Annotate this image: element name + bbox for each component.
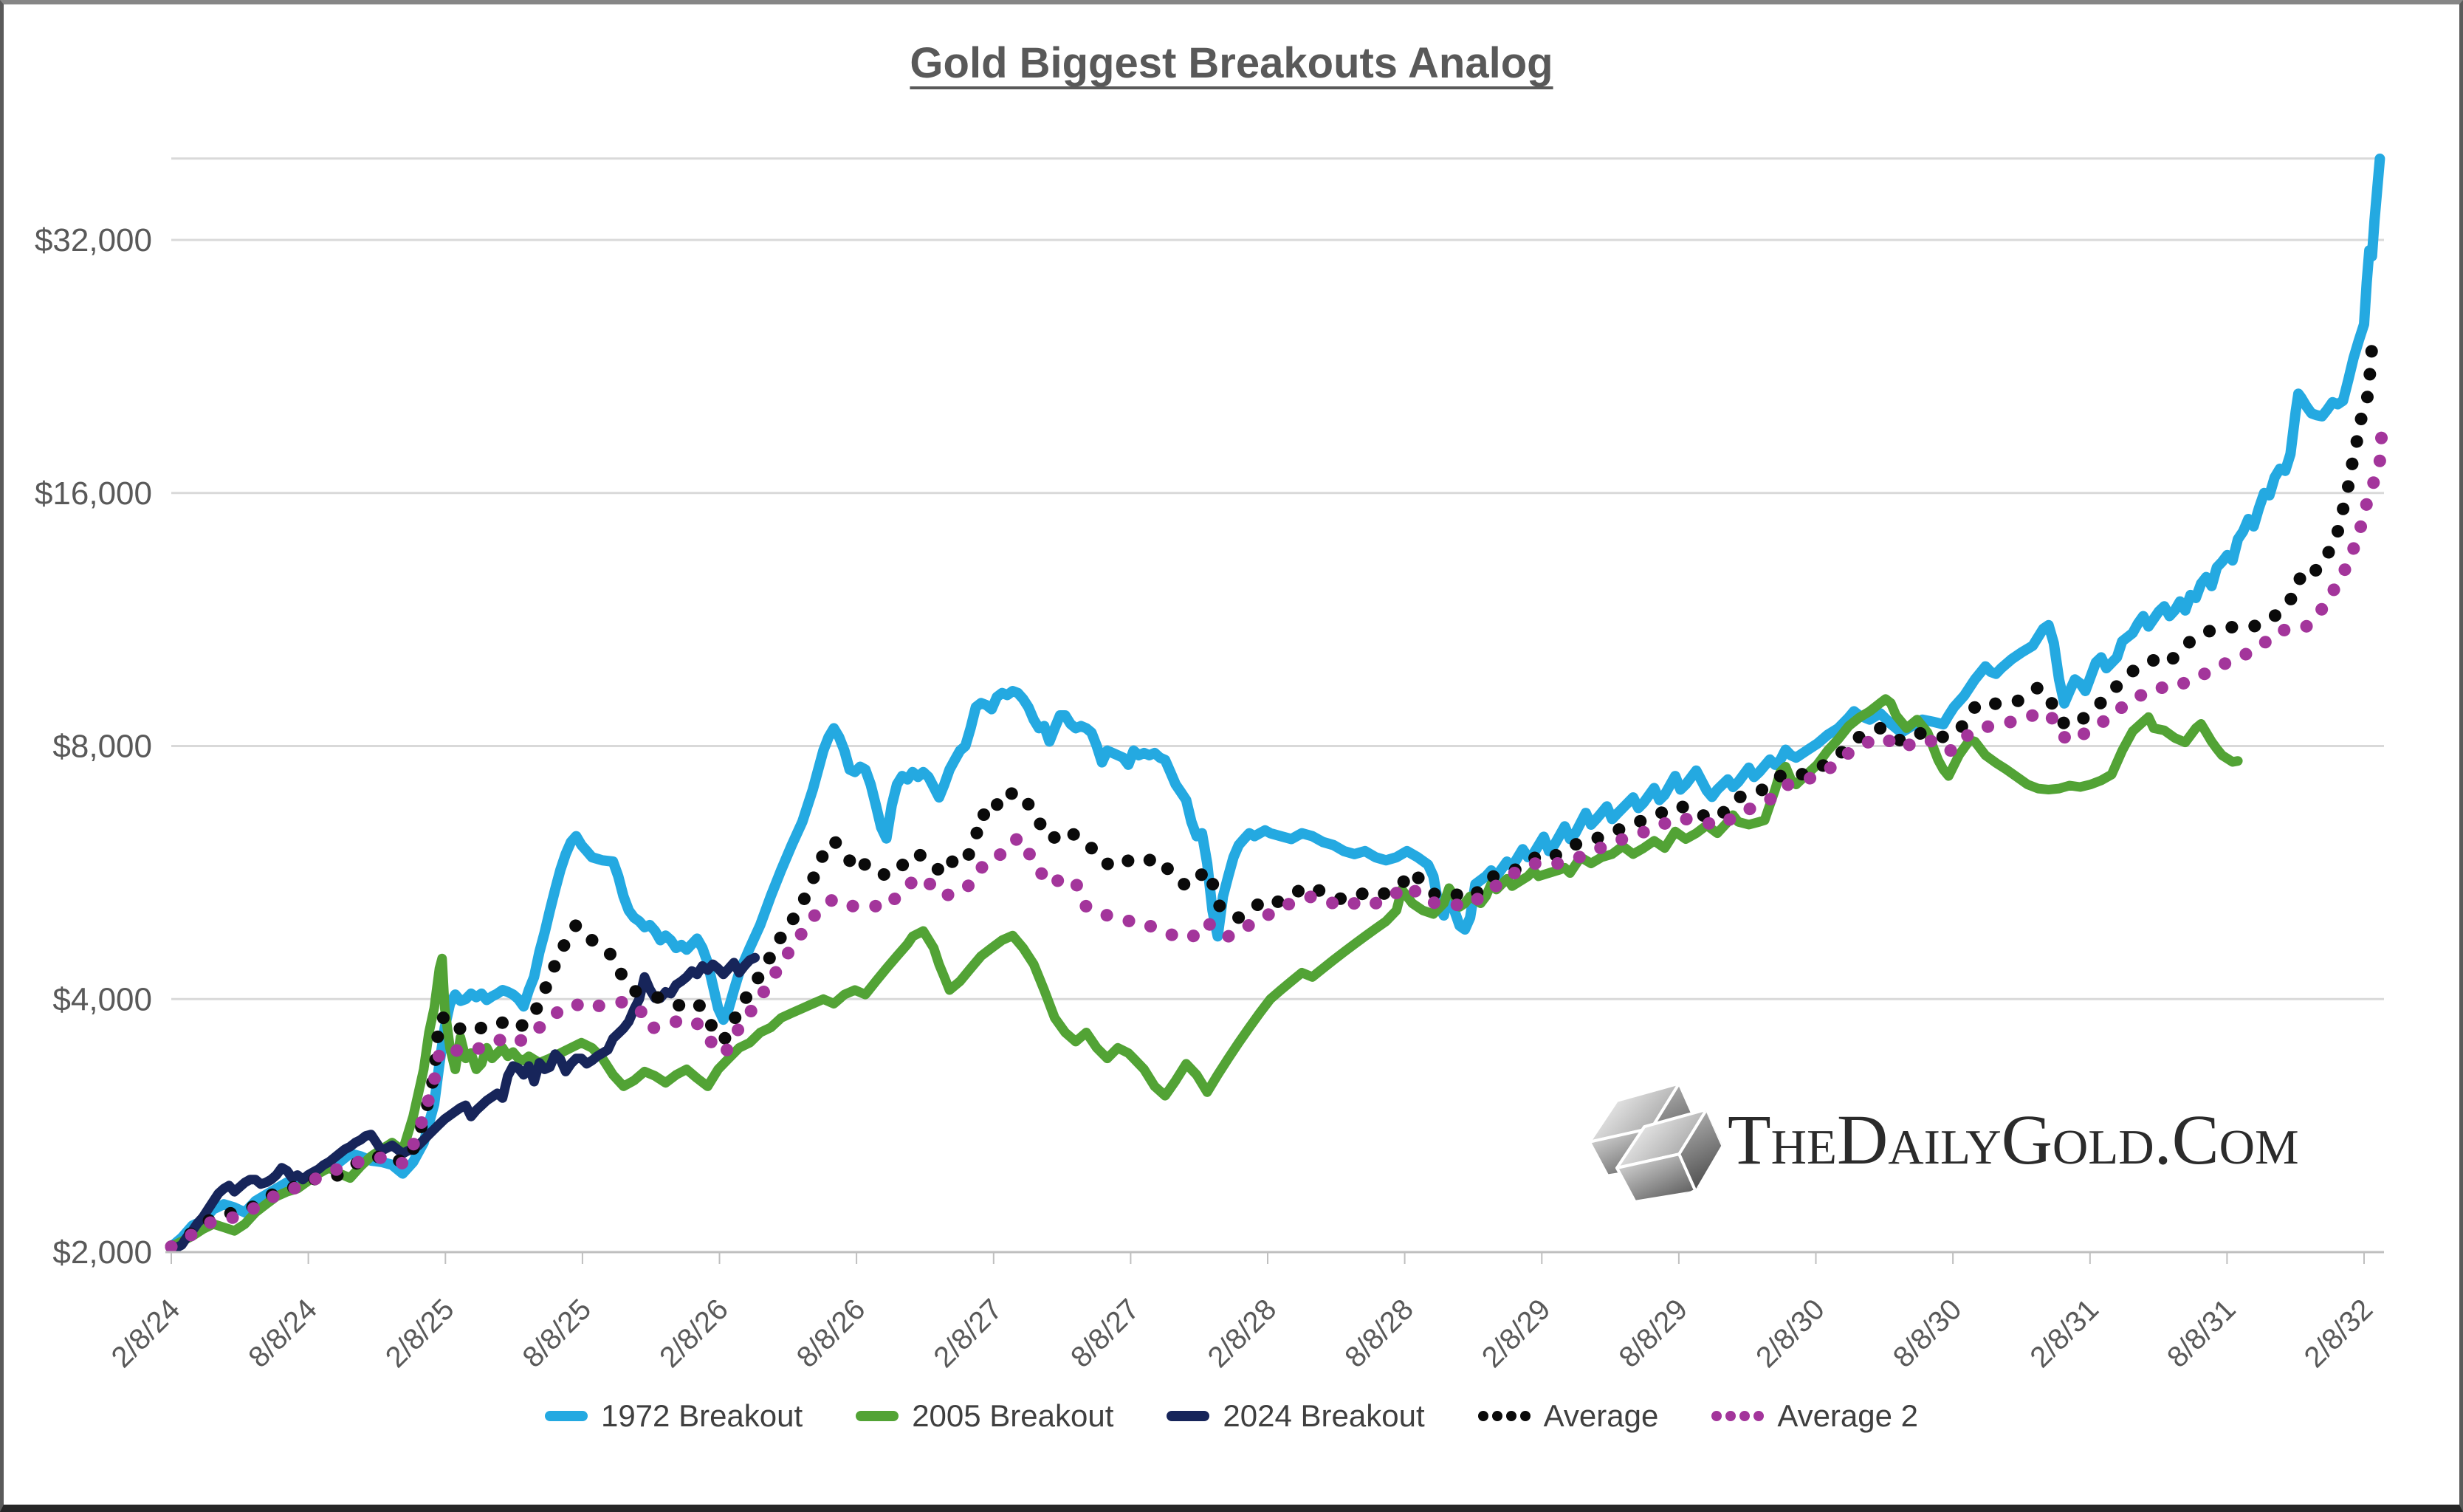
y-tick-label: $16,000 (35, 475, 152, 512)
legend-label-2005: 2005 Breakout (912, 1398, 1114, 1433)
legend-swatch-2005-line (856, 1411, 899, 1421)
y-tick-label: $2,000 (52, 1234, 152, 1271)
watermark-text: TheDailyGold.Com (1728, 1100, 2299, 1179)
legend-label-average: Average (1543, 1398, 1659, 1433)
series-line-2005-breakout (166, 694, 2243, 1252)
y-tick-label: $4,000 (52, 981, 152, 1017)
legend-item-2005-breakout: 2005 Breakout (856, 1398, 1113, 1434)
legend-label-2024: 2024 Breakout (1223, 1398, 1425, 1433)
legend-swatch-average-dots (1477, 1411, 1531, 1421)
series-line-average-2 (165, 419, 2389, 1254)
legend-label-average2: Average 2 (1777, 1398, 1919, 1433)
chart-title-wrap: Gold Biggest Breakouts Analog (0, 38, 2463, 88)
legend-item-1972-breakout: 1972 Breakout (544, 1398, 803, 1434)
series-line-average (165, 329, 2380, 1254)
gold-bars-icon (1587, 1082, 1725, 1203)
watermark-logo: TheDailyGold.Com (1587, 1076, 2299, 1203)
y-tick-label: $8,000 (52, 729, 152, 765)
legend-label-1972: 1972 Breakout (600, 1398, 803, 1433)
legend-swatch-2024-line (1167, 1411, 1210, 1421)
legend-item-average: Average (1477, 1398, 1659, 1434)
chart-legend: 1972 Breakout 2005 Breakout 2024 Breakou… (0, 1398, 2463, 1434)
legend-item-2024-breakout: 2024 Breakout (1167, 1398, 1425, 1434)
chart-title: Gold Biggest Breakouts Analog (910, 39, 1553, 87)
series-line-1972-breakout (166, 154, 2385, 1252)
legend-swatch-average2-dots (1711, 1411, 1765, 1421)
legend-item-average-2: Average 2 (1711, 1398, 1918, 1434)
legend-swatch-1972-line (544, 1411, 588, 1421)
y-tick-label: $32,000 (35, 222, 152, 258)
